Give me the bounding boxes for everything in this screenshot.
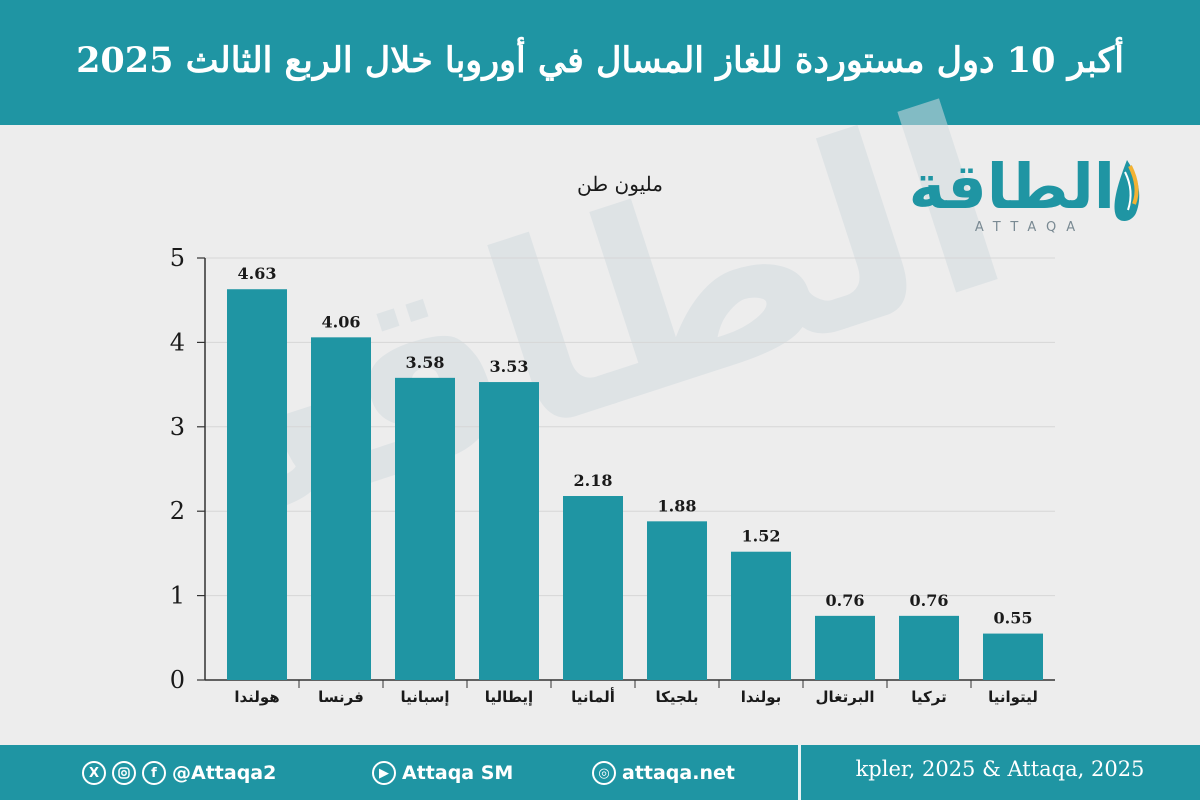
x-tick-label: إيطاليا bbox=[485, 688, 533, 706]
y-tick-label: 5 bbox=[170, 244, 185, 272]
bar bbox=[899, 615, 959, 680]
bar-value-label: 0.55 bbox=[994, 609, 1033, 628]
y-tick-label: 0 bbox=[170, 666, 185, 694]
bar-value-label: 4.06 bbox=[322, 312, 361, 331]
attaqa-logo: الطاقة ATTAQA bbox=[908, 150, 1160, 245]
bar bbox=[647, 521, 707, 680]
bar bbox=[479, 382, 539, 680]
social-handle[interactable]: @Attaqa2 bbox=[172, 762, 277, 784]
source-text: kpler, 2025 & Attaqa, 2025 bbox=[855, 757, 1145, 781]
bar-value-label: 3.53 bbox=[490, 357, 529, 376]
drop-icon bbox=[1114, 160, 1140, 222]
website-group: ◎ attaqa.net bbox=[592, 759, 735, 787]
x-tick-label: بلجيكا bbox=[655, 688, 698, 706]
logo-arabic-text: الطاقة bbox=[908, 150, 1116, 223]
y-tick-label: 1 bbox=[170, 582, 185, 610]
instagram-icon[interactable] bbox=[112, 761, 136, 785]
x-tick-label: تركيا bbox=[911, 688, 946, 706]
page-title: أكبر 10 دول مستوردة للغاز المسال في أورو… bbox=[76, 39, 1124, 81]
social-icons-group: X f @Attaqa2 bbox=[82, 759, 276, 787]
x-tick-label: إسبانيا bbox=[400, 688, 449, 706]
bar bbox=[731, 551, 791, 680]
website-link[interactable]: attaqa.net bbox=[622, 762, 735, 784]
bar-value-label: 0.76 bbox=[826, 591, 865, 610]
bar-value-label: 4.63 bbox=[238, 264, 277, 283]
bar-value-label: 0.76 bbox=[910, 591, 949, 610]
bar bbox=[983, 633, 1043, 680]
bar-value-label: 2.18 bbox=[574, 471, 613, 490]
x-icon[interactable]: X bbox=[82, 761, 106, 785]
bar bbox=[227, 289, 287, 680]
x-tick-label: البرتغال bbox=[816, 688, 875, 706]
y-tick-label: 4 bbox=[170, 328, 185, 356]
facebook-icon[interactable]: f bbox=[142, 761, 166, 785]
x-tick-label: فرنسا bbox=[318, 688, 364, 706]
bar bbox=[815, 615, 875, 680]
logo-latin-text: ATTAQA bbox=[974, 220, 1086, 235]
bar bbox=[563, 496, 623, 680]
footer-bar: X f @Attaqa2 ▶ Attaqa SM ◎ attaqa.net kp… bbox=[0, 745, 1200, 800]
footer-divider bbox=[798, 745, 801, 800]
bar-value-label: 3.58 bbox=[406, 353, 445, 372]
y-tick-label: 3 bbox=[170, 413, 185, 441]
youtube-icon[interactable]: ▶ bbox=[372, 761, 396, 785]
x-tick-label: ليتوانيا bbox=[988, 688, 1038, 706]
bar bbox=[395, 377, 455, 680]
header-bar: أكبر 10 دول مستوردة للغاز المسال في أورو… bbox=[0, 0, 1200, 125]
web-icon[interactable]: ◎ bbox=[592, 761, 616, 785]
x-tick-label: بولندا bbox=[741, 688, 782, 706]
x-tick-label: ألمانيا bbox=[571, 687, 615, 706]
bar-value-label: 1.88 bbox=[658, 496, 697, 515]
y-tick-label: 2 bbox=[170, 497, 185, 525]
x-tick-label: هولندا bbox=[234, 688, 279, 706]
y-axis-unit-label: مليون طن bbox=[577, 172, 663, 196]
bar bbox=[311, 337, 371, 680]
youtube-channel[interactable]: Attaqa SM bbox=[402, 762, 514, 784]
bar-value-label: 1.52 bbox=[742, 527, 781, 546]
youtube-group: ▶ Attaqa SM bbox=[372, 759, 513, 787]
